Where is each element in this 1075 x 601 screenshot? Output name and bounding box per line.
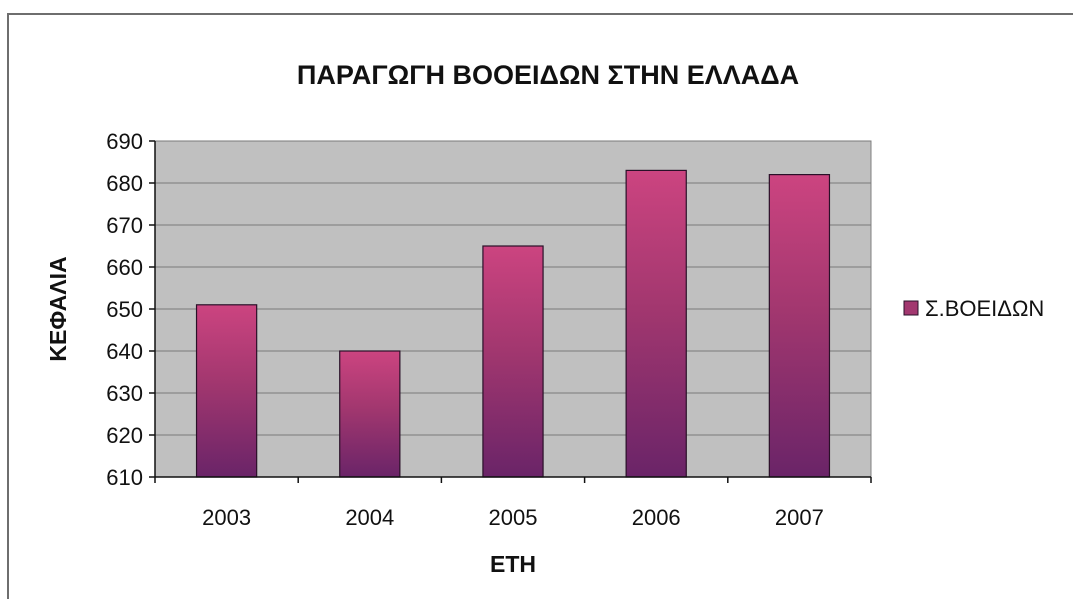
bar-2003 [195,304,258,478]
legend-swatch [903,300,919,316]
x-tick-label: 2003 [202,505,251,530]
bars [195,169,831,478]
x-tick-label: 2006 [632,505,681,530]
x-tick-label: 2004 [345,505,394,530]
y-tick-label: 640 [106,339,143,364]
y-tick-label: 610 [106,465,143,490]
bar-2005 [482,245,544,478]
y-tick-label: 630 [106,381,143,406]
y-tick-label: 660 [106,255,143,280]
y-tick-label: 690 [106,129,143,154]
bar-2004 [339,350,401,478]
bar-2007 [768,174,831,478]
legend-label: Σ.ΒΟΕΙΔΩΝ [925,296,1044,321]
x-axis-ticks: 2003 2004 2005 2006 2007 [154,477,872,530]
y-tick-label: 680 [106,171,143,196]
x-tick-label: 2005 [489,505,538,530]
y-axis-title: ΚΕΦΑΛΙΑ [45,256,71,361]
y-tick-label: 650 [106,297,143,322]
x-axis-title: ΕΤΗ [490,551,536,577]
legend: Σ.ΒΟΕΙΔΩΝ [903,296,1044,321]
bar-2006 [625,169,687,478]
y-axis-ticks: 610 620 630 640 650 660 670 680 690 [106,129,155,490]
y-tick-label: 670 [106,213,143,238]
x-tick-label: 2007 [775,505,824,530]
chart-title: ΠΑΡΑΓΩΓΗ ΒΟΟΕΙΔΩΝ ΣΤΗΝ ΕΛΛΑΔΑ [297,60,799,90]
y-tick-label: 620 [106,423,143,448]
